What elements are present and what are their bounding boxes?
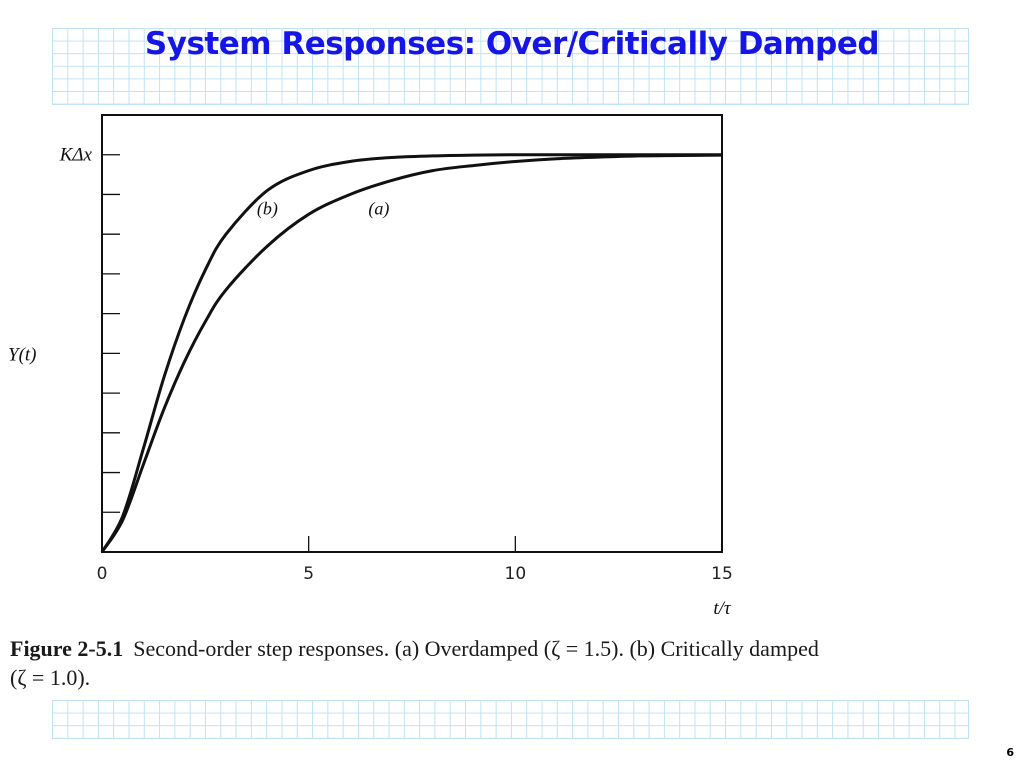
x-tick-label-1: 5 xyxy=(303,564,314,584)
figure-caption-line1: Second-order step responses. (a) Overdam… xyxy=(133,636,819,661)
slide-number: 6 xyxy=(1006,746,1014,759)
x-tick-label-2: 10 xyxy=(505,564,527,584)
x-tick-label-3: 15 xyxy=(711,564,733,584)
figure-label: Figure 2-5.1 xyxy=(10,636,124,661)
series-a-line xyxy=(100,153,723,553)
y-top-label: KΔx xyxy=(59,145,93,166)
series-b-line xyxy=(100,153,722,553)
slide-title: System Responses: Over/Critically Damped xyxy=(0,26,1024,62)
slide-title-text: System Responses: Over/Critically Damped xyxy=(144,26,880,62)
chart-labels: 0 5 10 15 (b) (a) Y(t) KΔx t/τ xyxy=(8,145,733,619)
plot-frame xyxy=(101,114,723,553)
curve-label-a: (a) xyxy=(368,198,389,219)
x-tick-label-0: 0 xyxy=(97,564,108,584)
figure-caption: Figure 2-5.1 Second-order step responses.… xyxy=(10,634,1010,692)
x-axis-label: t/τ xyxy=(713,598,732,619)
chart-axes xyxy=(101,114,723,553)
footer-grid-decoration xyxy=(52,700,969,739)
title-grid-decoration xyxy=(52,28,969,105)
chart-series xyxy=(100,153,723,553)
figure-caption-line2: (ζ = 1.0). xyxy=(10,665,91,690)
y-axis-label: Y(t) xyxy=(8,344,37,365)
curve-label-b: (b) xyxy=(257,198,278,219)
